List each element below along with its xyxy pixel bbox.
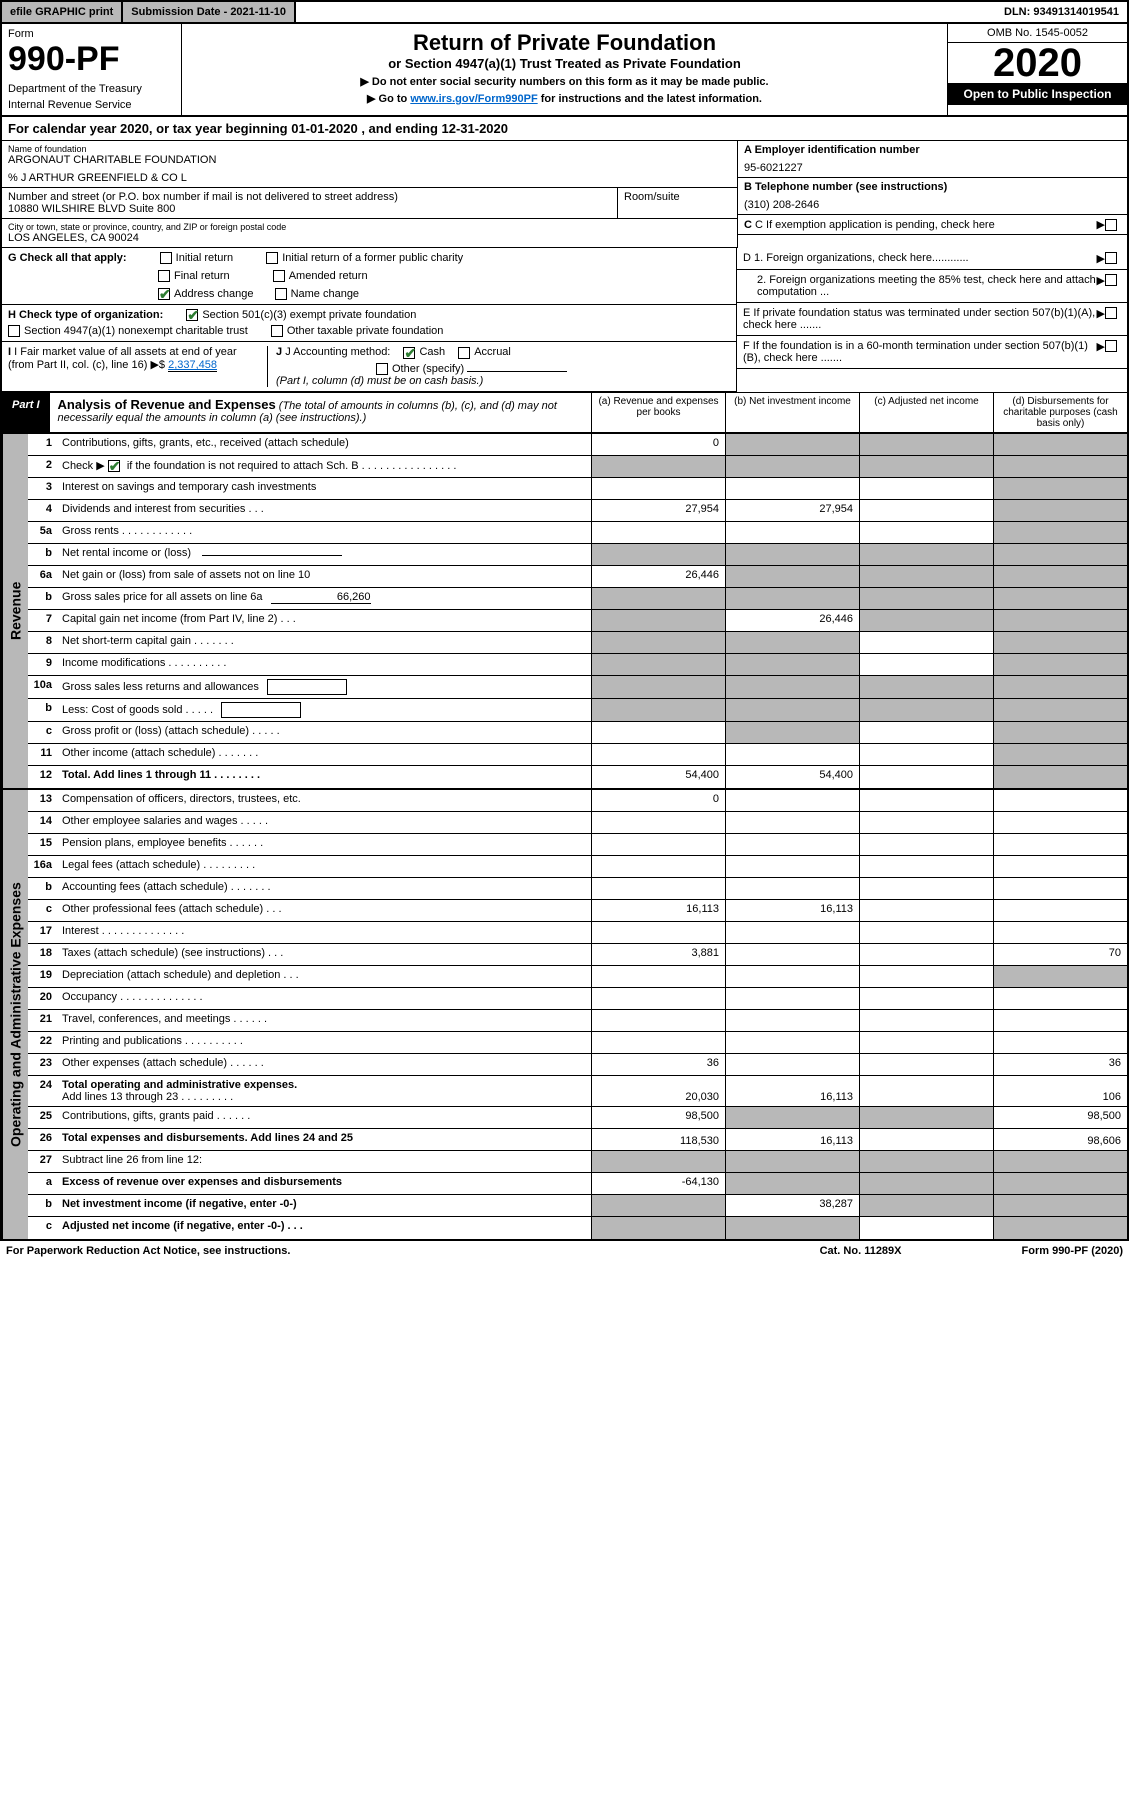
initial-return-check[interactable] bbox=[160, 252, 172, 264]
tax-year: 2020 bbox=[948, 43, 1127, 83]
cash-check[interactable] bbox=[403, 347, 415, 359]
e-check[interactable] bbox=[1105, 307, 1117, 319]
link-note: ▶ Go to www.irs.gov/Form990PF for instru… bbox=[188, 92, 941, 105]
top-bar: efile GRAPHIC print Submission Date - 20… bbox=[0, 0, 1129, 24]
initial-former-check[interactable] bbox=[266, 252, 278, 264]
g-label: G Check all that apply: bbox=[8, 252, 127, 264]
co-name: % J ARTHUR GREENFIELD & CO L bbox=[8, 172, 731, 184]
room-label: Room/suite bbox=[624, 191, 731, 203]
column-headers: (a) Revenue and expenses per books (b) N… bbox=[591, 393, 1127, 432]
expenses-side-label: Operating and Administrative Expenses bbox=[2, 790, 28, 1239]
foundation-name: ARGONAUT CHARITABLE FOUNDATION bbox=[8, 154, 731, 166]
dept-treasury: Department of the Treasury bbox=[8, 83, 175, 95]
arrow-icon: ▶ bbox=[1097, 218, 1105, 231]
addr-change-check[interactable] bbox=[158, 288, 170, 300]
g-section: G Check all that apply: Initial return I… bbox=[2, 248, 736, 305]
name-change-check[interactable] bbox=[275, 288, 287, 300]
j-note: (Part I, column (d) must be on cash basi… bbox=[276, 375, 730, 387]
form-subtitle: or Section 4947(a)(1) Trust Treated as P… bbox=[188, 56, 941, 71]
form-title: Return of Private Foundation bbox=[188, 30, 941, 56]
form-label: Form bbox=[8, 28, 175, 40]
form-number: 990-PF bbox=[8, 40, 175, 79]
revenue-table: Revenue 1Contributions, gifts, grants, e… bbox=[0, 434, 1129, 790]
col-c-hdr: (c) Adjusted net income bbox=[859, 393, 993, 432]
d1-label: D 1. Foreign organizations, check here..… bbox=[743, 252, 1097, 265]
efile-btn[interactable]: efile GRAPHIC print bbox=[2, 2, 123, 22]
irs-label: Internal Revenue Service bbox=[8, 99, 175, 111]
foundation-info: Name of foundation ARGONAUT CHARITABLE F… bbox=[0, 141, 1129, 248]
ein-label: A Employer identification number bbox=[744, 144, 920, 156]
4947-check[interactable] bbox=[8, 325, 20, 337]
open-inspection: Open to Public Inspection bbox=[948, 83, 1127, 105]
h-label: H Check type of organization: bbox=[8, 309, 163, 321]
form-header: Form 990-PF Department of the Treasury I… bbox=[0, 24, 1129, 117]
col-d-hdr: (d) Disbursements for charitable purpose… bbox=[993, 393, 1127, 432]
city-label: City or town, state or province, country… bbox=[8, 222, 731, 232]
paperwork-notice: For Paperwork Reduction Act Notice, see … bbox=[6, 1245, 290, 1257]
cat-no: Cat. No. 11289X bbox=[820, 1245, 902, 1257]
other-tax-check[interactable] bbox=[271, 325, 283, 337]
phone-label: B Telephone number (see instructions) bbox=[744, 181, 947, 193]
col-b-hdr: (b) Net investment income bbox=[725, 393, 859, 432]
f-check[interactable] bbox=[1105, 340, 1117, 352]
name-label: Name of foundation bbox=[8, 144, 731, 154]
c-checkbox[interactable] bbox=[1105, 219, 1117, 231]
phone: (310) 208-2646 bbox=[744, 199, 1121, 211]
part1-label: Part I bbox=[2, 393, 50, 432]
j-label: J Accounting method: bbox=[285, 346, 390, 358]
expenses-table: Operating and Administrative Expenses 13… bbox=[0, 790, 1129, 1241]
final-return-check[interactable] bbox=[158, 270, 170, 282]
part1-title: Analysis of Revenue and Expenses bbox=[58, 397, 276, 412]
dln: DLN: 93491314019541 bbox=[996, 2, 1127, 22]
schb-check[interactable] bbox=[108, 460, 120, 472]
ein: 95-6021227 bbox=[744, 162, 1121, 174]
addr-label: Number and street (or P.O. box number if… bbox=[8, 191, 611, 203]
other-method-check[interactable] bbox=[376, 363, 388, 375]
calendar-year: For calendar year 2020, or tax year begi… bbox=[0, 117, 1129, 141]
501c3-check[interactable] bbox=[186, 309, 198, 321]
amended-check[interactable] bbox=[273, 270, 285, 282]
part1-header: Part I Analysis of Revenue and Expenses … bbox=[0, 392, 1129, 434]
f-label: F If the foundation is in a 60-month ter… bbox=[743, 340, 1097, 364]
irs-link[interactable]: www.irs.gov/Form990PF bbox=[410, 93, 537, 105]
fmv-value[interactable]: 2,337,458 bbox=[168, 359, 217, 372]
e-label: E If private foundation status was termi… bbox=[743, 307, 1097, 331]
page-footer: For Paperwork Reduction Act Notice, see … bbox=[0, 1241, 1129, 1261]
col-a-hdr: (a) Revenue and expenses per books bbox=[591, 393, 725, 432]
d1-check[interactable] bbox=[1105, 252, 1117, 264]
checks-grid: G Check all that apply: Initial return I… bbox=[0, 248, 1129, 392]
d2-check[interactable] bbox=[1105, 274, 1117, 286]
city: LOS ANGELES, CA 90024 bbox=[8, 232, 731, 244]
accrual-check[interactable] bbox=[458, 347, 470, 359]
d2-label: 2. Foreign organizations meeting the 85%… bbox=[743, 274, 1097, 298]
form-ref: Form 990-PF (2020) bbox=[1022, 1245, 1123, 1257]
ssn-note: ▶ Do not enter social security numbers o… bbox=[188, 75, 941, 88]
submission-date: Submission Date - 2021-11-10 bbox=[123, 2, 296, 22]
c-label: C C If exemption application is pending,… bbox=[744, 219, 1097, 231]
i-j-section: I I Fair market value of all assets at e… bbox=[2, 342, 736, 391]
address: 10880 WILSHIRE BLVD Suite 800 bbox=[8, 203, 611, 215]
h-section: H Check type of organization: Section 50… bbox=[2, 305, 736, 342]
revenue-side-label: Revenue bbox=[2, 434, 28, 788]
